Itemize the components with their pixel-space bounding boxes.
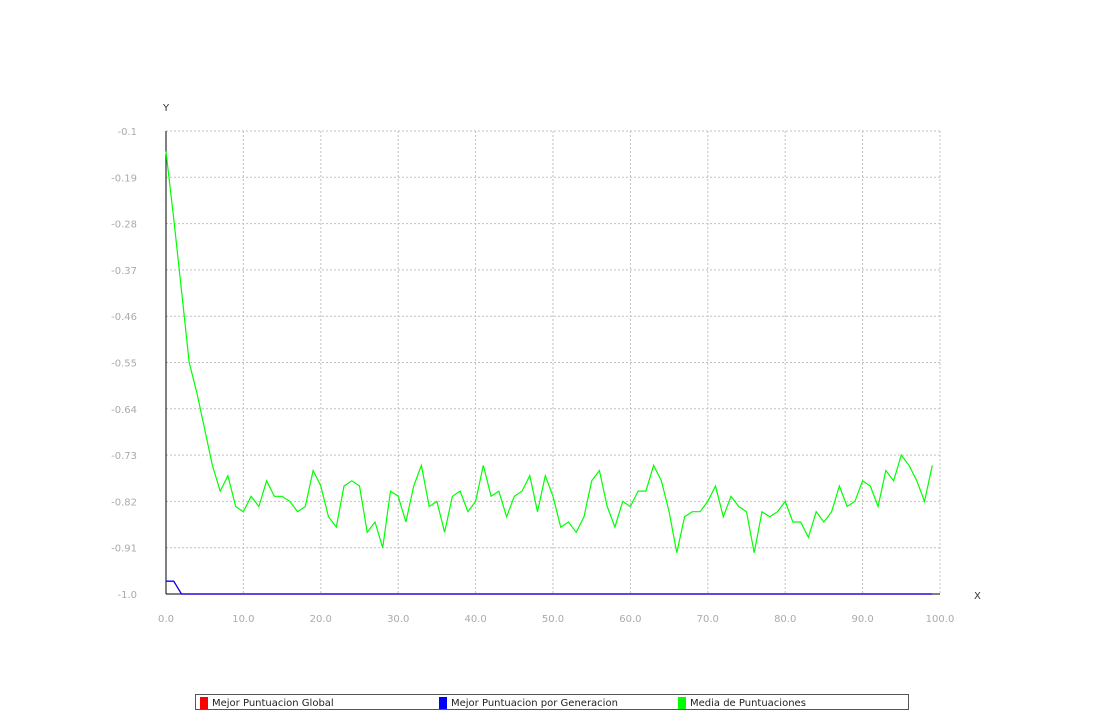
legend-label: Mejor Puntuacion Global <box>212 697 334 709</box>
y-tick-label: -0.1 <box>117 127 137 138</box>
legend-swatch-red <box>200 697 208 709</box>
legend-swatch-blue <box>439 697 447 709</box>
x-tick-labels: 0.0 10.0 20.0 30.0 40.0 50.0 60.0 70.0 80.0 90.0 1… <box>158 614 954 625</box>
series-line-global-best <box>166 580 933 595</box>
y-tick-label: -1.0 <box>117 590 137 601</box>
legend: Mejor Puntuacion Global Mejor Puntuacion… <box>195 694 909 710</box>
legend-item-global-best: Mejor Puntuacion Global <box>200 696 334 710</box>
x-tick-label: 50.0 <box>542 614 564 625</box>
x-tick-label: 70.0 <box>697 614 719 625</box>
legend-item-average: Media de Puntuaciones <box>678 696 806 710</box>
x-tick-label: 30.0 <box>387 614 409 625</box>
grid <box>166 130 941 594</box>
x-tick-label: 20.0 <box>310 614 332 625</box>
x-axis-title: X <box>974 591 981 602</box>
y-tick-label: -0.46 <box>111 312 137 323</box>
y-tick-label: -0.28 <box>111 220 137 231</box>
x-tick-label: 0.0 <box>158 614 174 625</box>
series-lines <box>165 151 933 595</box>
y-tick-labels: -1.0 -0.91 -0.82 -0.73 -0.64 -0.55 -0.46 -0.37 -… <box>111 127 137 601</box>
y-tick-label: -0.19 <box>111 173 137 184</box>
x-tick-label: 40.0 <box>464 614 486 625</box>
y-tick-label: -0.64 <box>111 405 137 416</box>
y-tick-label: -0.73 <box>111 451 137 462</box>
legend-label: Media de Puntuaciones <box>690 697 806 709</box>
series-line-generation-best <box>166 580 933 595</box>
y-tick-label: -0.55 <box>111 359 137 370</box>
y-tick-label: -0.82 <box>111 497 137 508</box>
x-tick-label: 100.0 <box>926 614 955 625</box>
legend-item-generation-best: Mejor Puntuacion por Generacion <box>439 696 618 710</box>
series-line-average <box>165 151 933 553</box>
legend-label: Mejor Puntuacion por Generacion <box>451 697 618 709</box>
y-axis-title: Y <box>162 103 170 114</box>
x-tick-label: 90.0 <box>851 614 873 625</box>
x-tick-label: 10.0 <box>232 614 254 625</box>
x-tick-label: 60.0 <box>619 614 641 625</box>
y-tick-label: -0.37 <box>111 266 137 277</box>
x-tick-label: 80.0 <box>774 614 796 625</box>
y-tick-label: -0.91 <box>111 544 137 555</box>
legend-swatch-green <box>678 697 686 709</box>
